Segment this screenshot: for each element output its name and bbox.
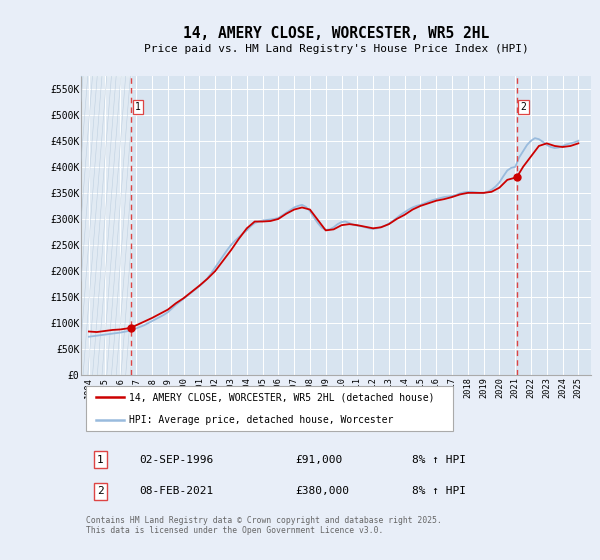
Text: Contains HM Land Registry data © Crown copyright and database right 2025.
This d: Contains HM Land Registry data © Crown c… bbox=[86, 516, 442, 535]
Text: Price paid vs. HM Land Registry's House Price Index (HPI): Price paid vs. HM Land Registry's House … bbox=[143, 44, 529, 54]
Text: 2: 2 bbox=[97, 487, 104, 497]
Text: 14, AMERY CLOSE, WORCESTER, WR5 2HL: 14, AMERY CLOSE, WORCESTER, WR5 2HL bbox=[183, 26, 489, 41]
Text: 02-SEP-1996: 02-SEP-1996 bbox=[140, 455, 214, 465]
Text: 8% ↑ HPI: 8% ↑ HPI bbox=[413, 487, 467, 497]
Text: £380,000: £380,000 bbox=[295, 487, 349, 497]
Text: 1: 1 bbox=[97, 455, 104, 465]
Text: 08-FEB-2021: 08-FEB-2021 bbox=[140, 487, 214, 497]
Text: HPI: Average price, detached house, Worcester: HPI: Average price, detached house, Worc… bbox=[130, 415, 394, 425]
Text: 2: 2 bbox=[521, 102, 527, 112]
Text: 8% ↑ HPI: 8% ↑ HPI bbox=[413, 455, 467, 465]
Text: 1: 1 bbox=[135, 102, 141, 112]
Text: £91,000: £91,000 bbox=[295, 455, 343, 465]
Text: 14, AMERY CLOSE, WORCESTER, WR5 2HL (detached house): 14, AMERY CLOSE, WORCESTER, WR5 2HL (det… bbox=[130, 393, 435, 403]
FancyBboxPatch shape bbox=[86, 386, 454, 431]
